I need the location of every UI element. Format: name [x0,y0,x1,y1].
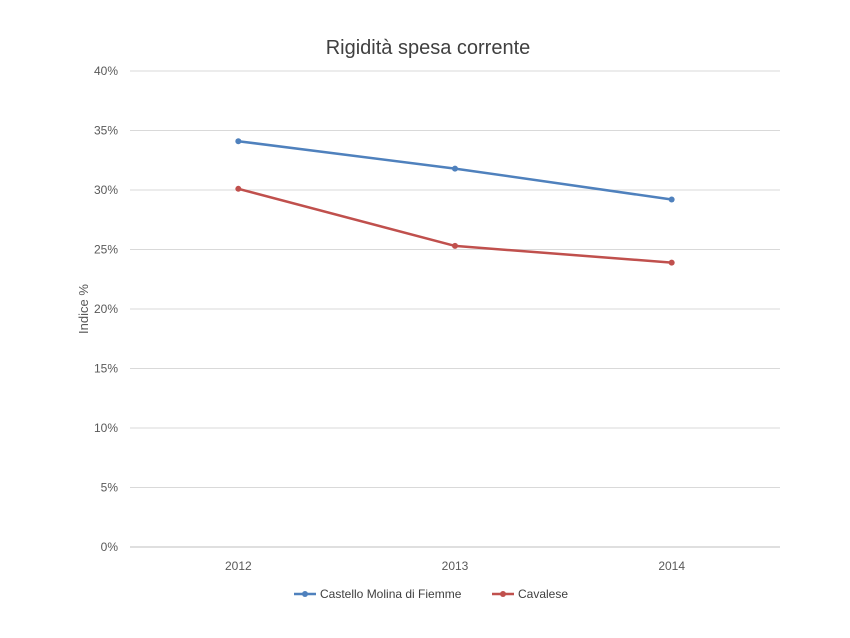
legend-point-marker [302,591,308,597]
legend-label: Cavalese [518,587,568,601]
x-tick-label: 2014 [658,559,685,573]
data-point [235,138,242,145]
y-axis-ticks: 0% 5% 10% 15% 20% 25% 30% 35% 40% [94,64,118,554]
data-point [668,259,675,266]
data-point [452,165,458,172]
gridlines [130,70,780,548]
y-tick-label: 20% [94,302,118,316]
y-tick-label: 35% [94,124,118,138]
y-tick-label: 25% [94,243,118,257]
series-lines [235,138,675,266]
legend-point-marker [500,591,506,597]
data-point [235,185,242,192]
y-tick-label: 10% [94,421,118,435]
y-tick-label: 0% [101,540,119,554]
y-tick-label: 5% [101,481,119,495]
x-axis-ticks: 2012 2013 2014 [225,559,685,573]
legend: Castello Molina di Fiemme Cavalese [294,587,568,601]
y-tick-label: 30% [94,183,118,197]
series-line-2 [237,187,673,264]
y-tick-label: 40% [94,64,118,78]
x-tick-label: 2012 [225,559,252,573]
y-axis-label: Indice % [76,284,91,334]
data-point [452,242,458,249]
y-tick-label: 15% [94,362,118,376]
chart-title: Rigidità spesa corrente [326,37,531,59]
legend-label: Castello Molina di Fiemme [320,587,462,601]
data-point [668,196,675,203]
x-tick-label: 2013 [442,559,469,573]
